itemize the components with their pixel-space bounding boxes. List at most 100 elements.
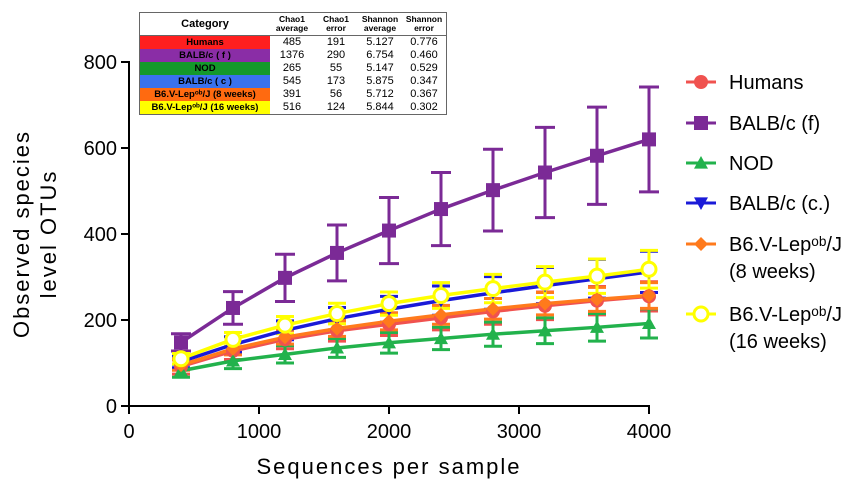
chao1-average: 516	[282, 101, 302, 113]
row-category: NOD	[139, 62, 270, 75]
series-line	[180, 270, 650, 364]
shannon-average: 5.875	[366, 75, 394, 87]
data-point	[226, 300, 240, 315]
data-point	[434, 307, 448, 322]
header-shannon-error: Shannon error	[402, 12, 447, 36]
data-point	[224, 330, 242, 348]
series-line	[180, 294, 650, 369]
x-axis-title: Sequences per sample	[256, 454, 521, 479]
x-tick-label: 1000	[237, 421, 282, 443]
data-point	[588, 267, 606, 285]
data-point	[642, 132, 656, 147]
data-point	[434, 331, 448, 345]
legend-marker	[694, 156, 708, 169]
chao1-average: 485	[282, 36, 302, 48]
table-row: Humans 485 191 5.127 0.776	[139, 35, 447, 49]
series-line	[180, 321, 650, 373]
shannon-error: 0.460	[410, 49, 438, 61]
error-bars	[171, 85, 659, 379]
shannon-error: 0.302	[410, 101, 438, 113]
row-category: Humans	[139, 35, 270, 49]
legend-label: (8 weeks)	[729, 261, 816, 283]
data-point	[382, 335, 396, 349]
legend-marker	[694, 197, 708, 210]
y-axis-title-line-1: Observed species	[9, 130, 34, 338]
data-point	[642, 316, 656, 330]
x-tick-label: 0	[123, 421, 134, 443]
data-point	[382, 314, 396, 329]
shannon-average: 5.127	[366, 36, 394, 48]
row-category: B6.V-Lepᵒᵇ/J (16 weeks)	[139, 101, 270, 115]
shannon-average: 5.147	[366, 62, 394, 74]
data-point	[432, 286, 450, 304]
y-axis-title-line-2: level OTUs	[36, 170, 61, 299]
data-point	[642, 288, 656, 303]
row-category: B6.V-Lepᵒᵇ/J (8 weeks)	[139, 88, 270, 101]
data-point	[434, 202, 448, 217]
chao1-average: 265	[282, 62, 302, 74]
header-category: Category	[139, 12, 270, 36]
y-tick-label: 0	[106, 396, 117, 418]
series-lines	[180, 137, 650, 373]
shannon-average: 5.712	[366, 88, 394, 100]
data-point	[330, 321, 344, 336]
data-point	[278, 330, 292, 345]
chao1-error: 173	[326, 75, 346, 87]
legend-label: BALB/c (f)	[729, 113, 820, 135]
data-point	[486, 327, 500, 340]
data-point	[536, 273, 554, 291]
data-point	[172, 350, 190, 368]
legend-label: (16 weeks)	[729, 331, 827, 353]
x-tick-label: 2000	[367, 421, 412, 443]
chao1-average: 1376	[279, 49, 305, 61]
shannon-error: 0.529	[410, 62, 438, 74]
row-category: BALB/c ( c )	[139, 75, 270, 88]
chao1-error: 124	[326, 101, 346, 113]
legend-marker	[692, 305, 710, 323]
legend-label: BALB/c (c.)	[729, 193, 830, 215]
y-tick-label: 600	[84, 138, 117, 160]
chao1-average: 545	[282, 75, 302, 87]
axes: 0 1000 2000 3000 4000 0 200 400 600 800 Sequences …	[9, 52, 671, 479]
y-tick-label: 800	[84, 52, 117, 74]
chao1-error: 55	[329, 62, 343, 74]
data-point	[538, 296, 552, 311]
y-tick-label: 400	[84, 224, 117, 246]
data-point	[328, 305, 346, 323]
data-point	[640, 260, 658, 278]
table-header-row: Category Chao1 average Chao1 error Shann…	[139, 12, 447, 36]
data-point	[278, 347, 292, 360]
legend-label: B6.V-Lepᵒᵇ/J	[729, 304, 842, 326]
table-row: B6.V-Lepᵒᵇ/J (8 weeks) 391 56 5.712 0.36…	[139, 88, 447, 101]
data-point	[380, 295, 398, 313]
data-point	[538, 323, 552, 337]
shannon-error: 0.347	[410, 75, 438, 87]
header-chao1-error: Chao1 error	[314, 12, 358, 36]
x-tick-label: 3000	[497, 421, 542, 443]
chao1-error: 191	[326, 36, 346, 48]
chao1-error: 290	[326, 49, 346, 61]
table-row: NOD 265 55 5.147 0.529	[139, 62, 447, 75]
shannon-error: 0.776	[410, 36, 438, 48]
data-point	[486, 301, 500, 316]
summary-table: Category Chao1 average Chao1 error Shann…	[139, 12, 447, 115]
data-point	[590, 148, 604, 163]
table-row: BALB/c ( c ) 545 173 5.875 0.347	[139, 75, 447, 88]
legend-label: Humans	[729, 72, 803, 94]
y-tick-label: 200	[84, 310, 117, 332]
series-line	[180, 137, 650, 344]
data-point	[590, 320, 604, 333]
series-line	[180, 293, 650, 367]
legend-marker	[694, 75, 708, 89]
legend: Humans BALB/c (f) NOD BALB/c (c.) B6.V-Lepᵒᵇ…	[686, 72, 842, 353]
data-point	[486, 183, 500, 198]
row-category: BALB/c ( f )	[139, 49, 270, 62]
data-point	[330, 340, 344, 354]
data-point	[278, 270, 292, 285]
data-point	[538, 165, 552, 180]
series-line	[180, 267, 650, 361]
shannon-average: 5.844	[366, 101, 394, 113]
header-shannon-average: Shannon average	[358, 12, 402, 36]
table-row: BALB/c ( f ) 1376 290 6.754 0.460	[139, 49, 447, 62]
